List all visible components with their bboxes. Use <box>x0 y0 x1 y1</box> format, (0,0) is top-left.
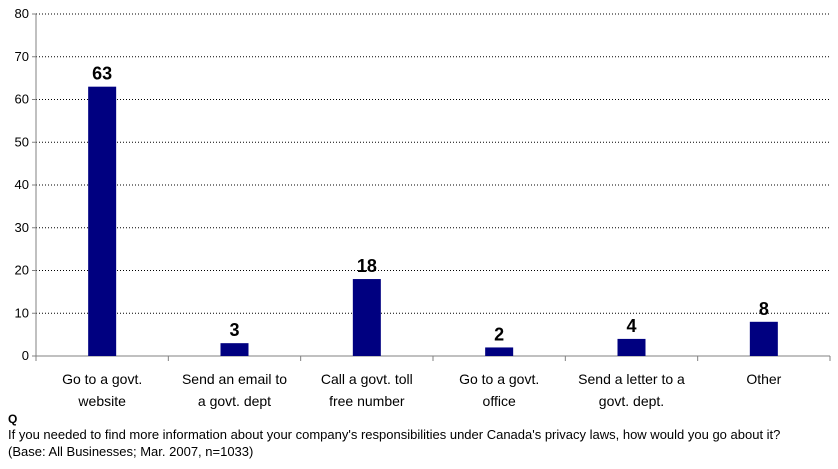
x-tick-label: Call a govt. toll free number <box>321 371 413 409</box>
data-label: 4 <box>626 316 636 336</box>
x-tick-label: Go to a govt. office <box>459 371 539 409</box>
bar <box>749 321 778 356</box>
y-tick-label: 10 <box>15 305 29 320</box>
x-tick-label: Send an email to a govt. dept <box>182 371 287 409</box>
y-tick-label: 20 <box>15 263 29 278</box>
data-label: 18 <box>357 256 377 276</box>
bar <box>617 338 646 356</box>
data-label: 63 <box>92 64 112 84</box>
x-tick-label: Other <box>746 371 781 387</box>
question-text: If you needed to find more information a… <box>8 427 781 442</box>
y-tick-label: 50 <box>15 134 29 149</box>
y-tick-label: 30 <box>15 220 29 235</box>
bar <box>88 86 117 357</box>
bar <box>220 343 249 356</box>
data-label: 8 <box>759 299 769 319</box>
y-tick-label: 70 <box>15 49 29 64</box>
bar <box>352 279 381 356</box>
bar <box>485 347 514 356</box>
question-marker: Q <box>8 412 18 426</box>
y-tick-label: 60 <box>15 92 29 107</box>
x-tick-label: Send a letter to a govt. dept. <box>578 371 685 409</box>
bar-chart: 0 10 20 30 40 50 60 70 80 63 Go to a govt. website 3… <box>15 6 831 409</box>
data-label: 2 <box>494 324 504 344</box>
y-tick-label: 0 <box>22 348 29 363</box>
y-tick-label: 40 <box>15 177 29 192</box>
y-tick-label: 80 <box>15 6 29 21</box>
data-label: 3 <box>229 320 239 340</box>
x-tick-label: Go to a govt. website <box>62 371 142 409</box>
base-note: (Base: All Businesses; Mar. 2007, n=1033… <box>8 444 254 459</box>
